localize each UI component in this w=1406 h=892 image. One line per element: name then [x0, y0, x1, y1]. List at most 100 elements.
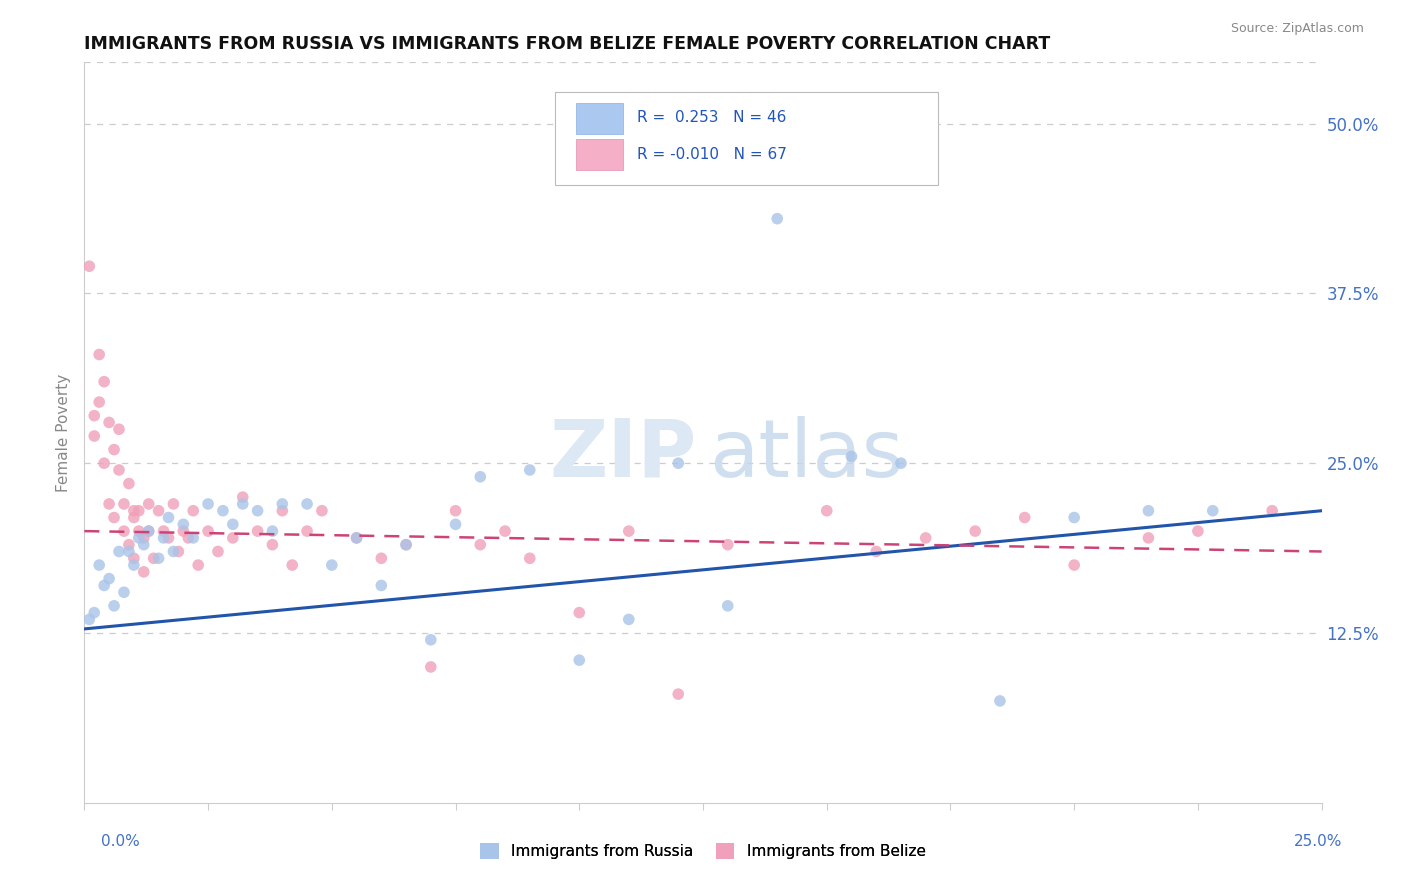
Point — [717, 599, 740, 613]
Point — [157, 531, 180, 545]
Point — [617, 524, 640, 538]
Point — [103, 599, 125, 613]
Text: R =  0.253   N = 46: R = 0.253 N = 46 — [637, 111, 787, 126]
Text: Source: ZipAtlas.com: Source: ZipAtlas.com — [1230, 22, 1364, 36]
Point — [1137, 504, 1160, 518]
Text: R = -0.010   N = 67: R = -0.010 N = 67 — [637, 147, 787, 161]
Point — [148, 504, 170, 518]
Point — [122, 504, 145, 518]
Point — [108, 463, 131, 477]
Point — [444, 504, 467, 518]
Point — [128, 504, 150, 518]
Point — [148, 551, 170, 566]
Point — [271, 504, 294, 518]
Point — [890, 456, 912, 470]
Point — [98, 416, 121, 430]
Point — [295, 497, 318, 511]
Point — [395, 538, 418, 552]
Point — [83, 429, 105, 443]
Point — [444, 517, 467, 532]
Point — [128, 524, 150, 538]
Point — [108, 544, 131, 558]
Point — [1202, 504, 1225, 518]
Point — [766, 211, 789, 226]
Point — [519, 463, 541, 477]
Point — [132, 531, 155, 545]
Point — [232, 490, 254, 504]
Point — [103, 510, 125, 524]
Point — [93, 456, 115, 470]
Point — [83, 409, 105, 423]
Point — [419, 660, 441, 674]
Point — [112, 524, 135, 538]
Point — [841, 450, 863, 464]
Point — [93, 578, 115, 592]
Point — [207, 544, 229, 558]
Point — [112, 585, 135, 599]
Point — [167, 544, 190, 558]
Point — [988, 694, 1011, 708]
Point — [281, 558, 304, 572]
Point — [346, 531, 368, 545]
Point — [162, 497, 184, 511]
Point — [157, 510, 180, 524]
Point — [271, 497, 294, 511]
Point — [98, 497, 121, 511]
Point — [568, 606, 591, 620]
Point — [197, 524, 219, 538]
Point — [79, 259, 101, 273]
FancyBboxPatch shape — [554, 92, 938, 185]
Point — [181, 504, 204, 518]
Point — [138, 524, 160, 538]
Point — [152, 531, 174, 545]
Point — [346, 531, 368, 545]
Point — [666, 687, 689, 701]
Point — [914, 531, 936, 545]
Point — [212, 504, 235, 518]
Point — [519, 551, 541, 566]
Point — [321, 558, 343, 572]
Point — [470, 538, 492, 552]
Point — [108, 422, 131, 436]
Point — [128, 531, 150, 545]
FancyBboxPatch shape — [575, 103, 623, 135]
Point — [177, 531, 200, 545]
Point — [395, 538, 418, 552]
Point — [93, 375, 115, 389]
Text: 25.0%: 25.0% — [1295, 834, 1343, 849]
Point — [232, 497, 254, 511]
Point — [568, 653, 591, 667]
Text: 0.0%: 0.0% — [101, 834, 141, 849]
Point — [470, 469, 492, 483]
Point — [419, 632, 441, 647]
Point — [118, 544, 141, 558]
Point — [311, 504, 333, 518]
Point — [181, 531, 204, 545]
Point — [89, 558, 111, 572]
Point — [370, 551, 392, 566]
Legend: Immigrants from Russia, Immigrants from Belize: Immigrants from Russia, Immigrants from … — [474, 838, 932, 865]
Point — [815, 504, 838, 518]
Point — [1261, 504, 1284, 518]
Point — [262, 538, 284, 552]
Point — [494, 524, 516, 538]
Point — [246, 504, 269, 518]
Point — [162, 544, 184, 558]
Point — [1014, 510, 1036, 524]
Point — [370, 578, 392, 592]
Point — [717, 538, 740, 552]
Point — [122, 510, 145, 524]
Point — [222, 531, 245, 545]
Point — [222, 517, 245, 532]
Point — [1187, 524, 1209, 538]
Point — [865, 544, 887, 558]
Point — [142, 551, 165, 566]
Point — [197, 497, 219, 511]
Point — [132, 565, 155, 579]
Point — [118, 476, 141, 491]
Point — [89, 347, 111, 361]
Point — [246, 524, 269, 538]
Point — [666, 456, 689, 470]
Text: atlas: atlas — [709, 416, 904, 494]
Y-axis label: Female Poverty: Female Poverty — [56, 374, 72, 491]
